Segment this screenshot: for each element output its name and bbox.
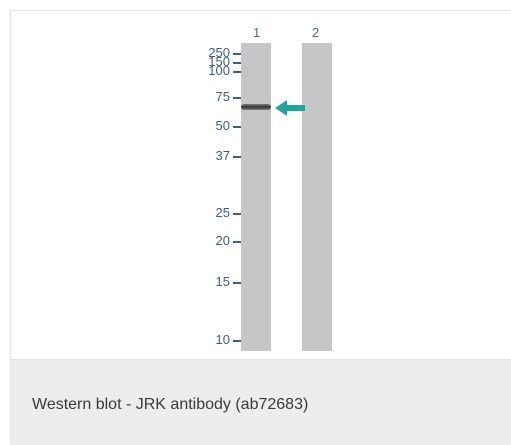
marker-label: 20 — [216, 234, 241, 247]
marker-label: 50 — [216, 119, 241, 132]
molecular-weight-ladder: 250 150 100 75 50 37 25 20 15 10 — [179, 11, 241, 359]
marker-label: 10 — [216, 333, 241, 346]
lane-number-1: 1 — [253, 25, 260, 40]
protein-band — [241, 104, 271, 110]
lane-2 — [302, 43, 332, 351]
lane-number-2: 2 — [312, 25, 319, 40]
marker-label: 25 — [216, 206, 241, 219]
marker-label: 100 — [208, 64, 241, 77]
caption-panel: Western blot - JRK antibody (ab72683) — [11, 360, 511, 445]
figure-card: 1 2 250 150 100 75 50 37 25 20 15 10 Wes… — [10, 10, 511, 444]
marker-label: 75 — [216, 90, 241, 103]
marker-label: 15 — [216, 275, 241, 288]
figure-caption: Western blot - JRK antibody (ab72683) — [32, 396, 308, 414]
arrow-left-icon — [275, 100, 305, 116]
lane-1 — [241, 43, 271, 351]
western-blot-image: 1 2 250 150 100 75 50 37 25 20 15 10 — [11, 11, 511, 360]
marker-label: 37 — [216, 149, 241, 162]
